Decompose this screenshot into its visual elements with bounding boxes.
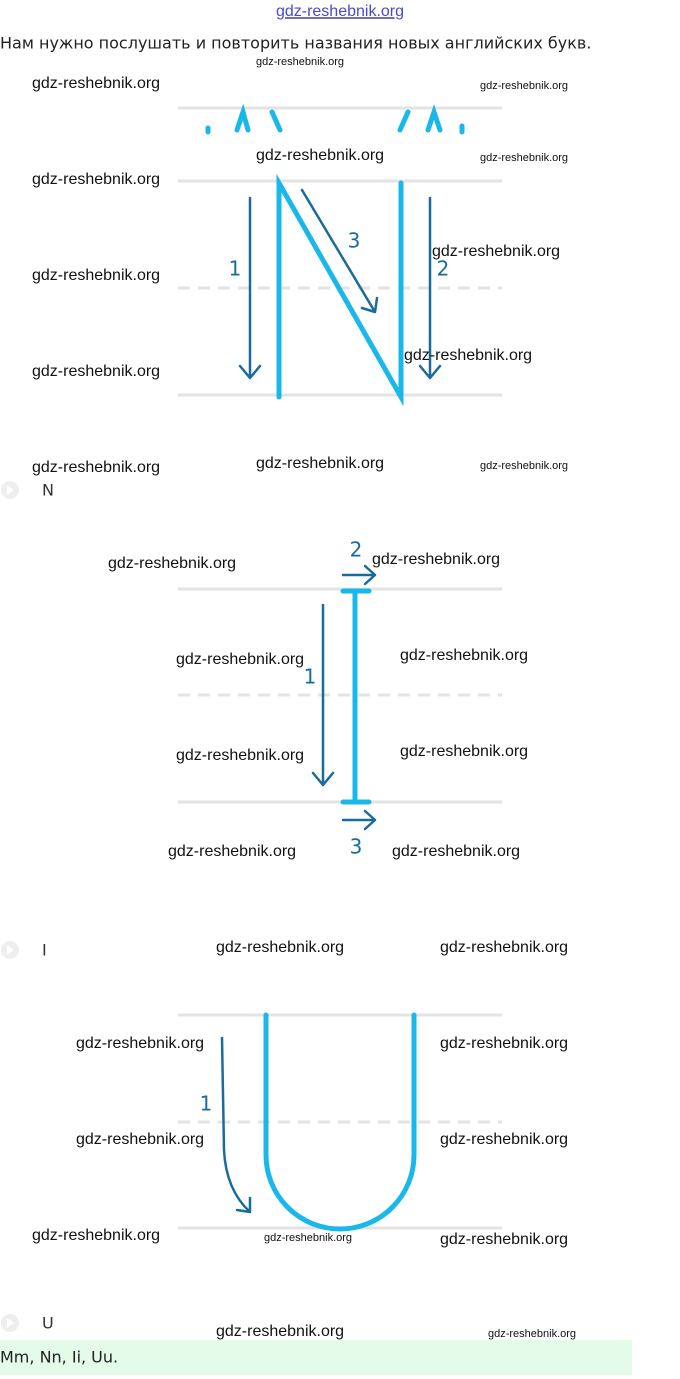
watermark: gdz-reshebnik.org bbox=[76, 1131, 204, 1148]
watermark: gdz-reshebnik.org bbox=[264, 1232, 352, 1244]
watermark: gdz-reshebnik.org bbox=[108, 555, 236, 572]
watermark: gdz-reshebnik.org bbox=[440, 1035, 568, 1052]
instruction: Нам нужно послушать и повторить названия… bbox=[0, 34, 591, 53]
watermark: gdz-reshebnik.org bbox=[32, 267, 160, 284]
play-icon bbox=[7, 1318, 14, 1328]
watermark: gdz-reshebnik.org bbox=[32, 1227, 160, 1244]
watermark: gdz-reshebnik.org bbox=[440, 1131, 568, 1148]
watermark: gdz-reshebnik.org bbox=[480, 460, 568, 472]
watermark: gdz-reshebnik.org bbox=[32, 171, 160, 188]
watermark: gdz-reshebnik.org bbox=[216, 1323, 344, 1340]
step-number: 3 bbox=[348, 229, 361, 253]
step-number: 1 bbox=[200, 1092, 213, 1116]
watermark: gdz-reshebnik.org bbox=[400, 743, 528, 760]
watermark: gdz-reshebnik.org bbox=[256, 147, 384, 164]
step-number: 2 bbox=[350, 538, 363, 562]
watermark: gdz-reshebnik.org bbox=[76, 1035, 204, 1052]
watermark: gdz-reshebnik.org bbox=[256, 56, 344, 68]
watermark: gdz-reshebnik.org bbox=[432, 243, 560, 260]
watermark: gdz-reshebnik.org bbox=[32, 75, 160, 92]
watermark: gdz-reshebnik.org bbox=[256, 455, 384, 472]
letter-u-diagram: 1 bbox=[178, 1012, 502, 1232]
watermark: gdz-reshebnik.org bbox=[480, 80, 568, 92]
header-link[interactable]: gdz-reshebnik.org bbox=[276, 3, 404, 20]
step-number: 1 bbox=[229, 257, 242, 281]
watermark: gdz-reshebnik.org bbox=[176, 747, 304, 764]
letter-n-diagram: 1 2 3 bbox=[178, 173, 502, 407]
watermark: gdz-reshebnik.org bbox=[488, 1328, 576, 1340]
letter-i-diagram: 1 2 3 bbox=[178, 538, 502, 859]
watermark: gdz-reshebnik.org bbox=[404, 347, 532, 364]
watermark: gdz-reshebnik.org bbox=[168, 843, 296, 860]
watermark: gdz-reshebnik.org bbox=[440, 939, 568, 956]
watermark: gdz-reshebnik.org bbox=[372, 551, 500, 568]
step-number: 3 bbox=[350, 835, 363, 859]
play-icon bbox=[7, 485, 14, 495]
letter-caption: I bbox=[42, 941, 47, 960]
watermark: gdz-reshebnik.org bbox=[32, 363, 160, 380]
answer-box bbox=[0, 1340, 632, 1375]
play-icon bbox=[7, 945, 14, 955]
watermark: gdz-reshebnik.org bbox=[480, 152, 568, 164]
letter-m-fragment bbox=[178, 103, 502, 135]
step-number: 1 bbox=[304, 665, 317, 689]
step-number: 2 bbox=[437, 257, 450, 281]
answer: Mm, Nn, Ii, Uu. bbox=[0, 1348, 118, 1367]
watermark: gdz-reshebnik.org bbox=[400, 647, 528, 664]
letter-caption: N bbox=[42, 481, 54, 500]
watermark: gdz-reshebnik.org bbox=[392, 843, 520, 860]
watermark: gdz-reshebnik.org bbox=[440, 1231, 568, 1248]
letter-caption: U bbox=[42, 1314, 54, 1333]
watermark: gdz-reshebnik.org bbox=[216, 939, 344, 956]
watermark: gdz-reshebnik.org bbox=[32, 459, 160, 476]
watermark: gdz-reshebnik.org bbox=[176, 651, 304, 668]
